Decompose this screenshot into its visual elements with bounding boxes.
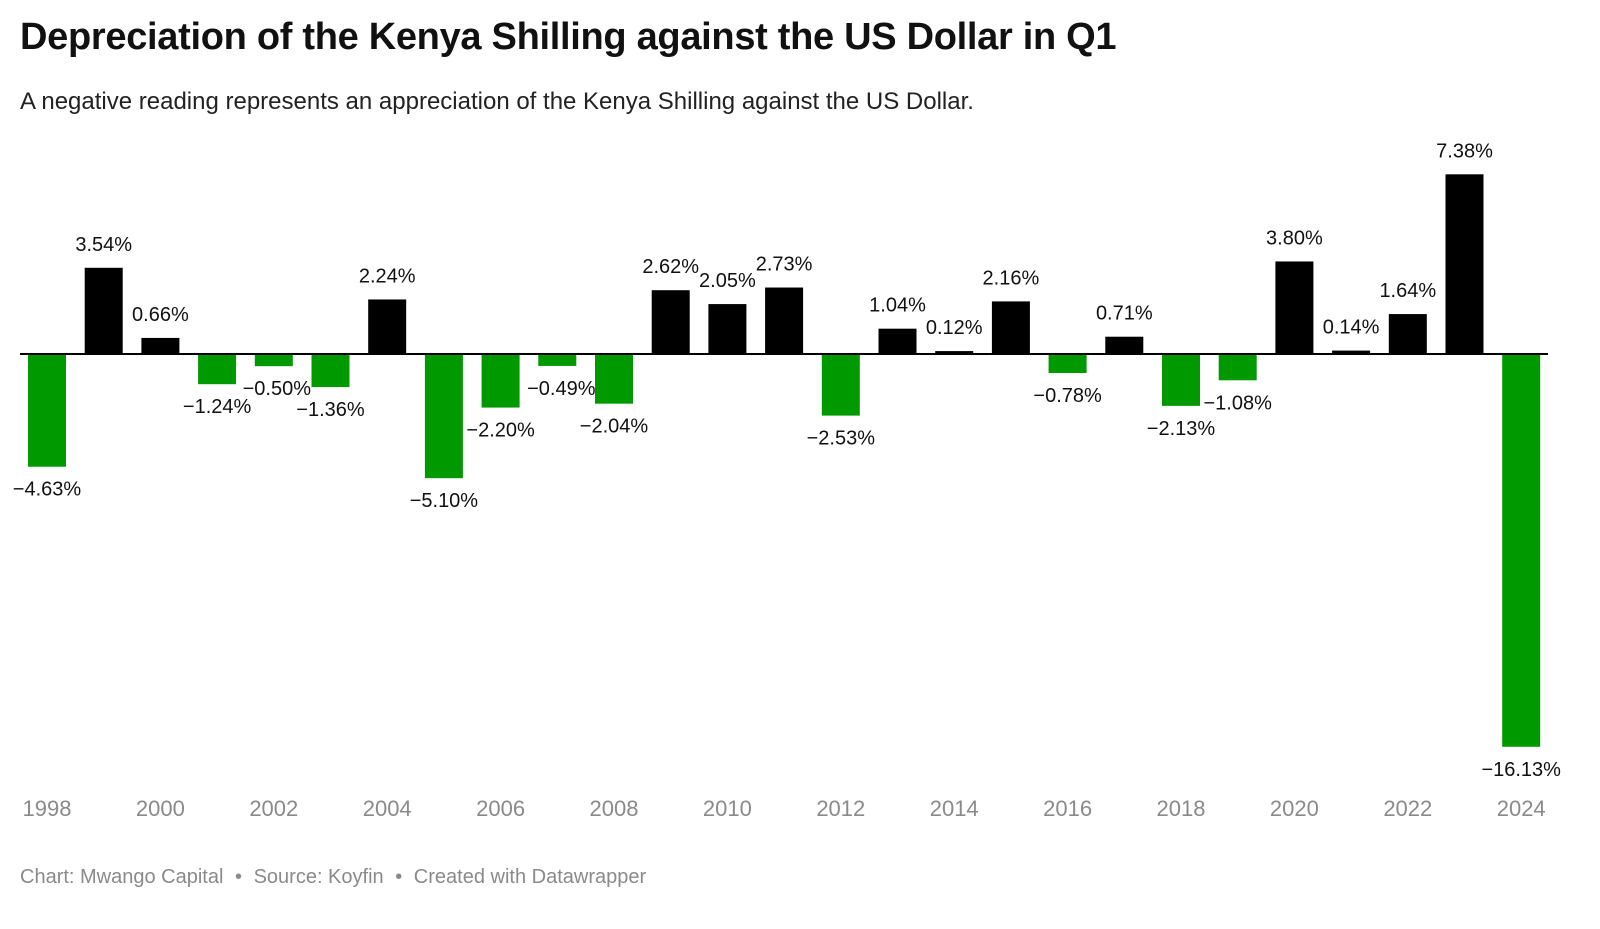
data-label-2015: 2.16%: [983, 267, 1040, 289]
bar-2016: [1048, 354, 1087, 373]
bar-2011: [765, 287, 804, 354]
x-tick-label-2014: 2014: [930, 796, 979, 821]
bar-2021: [1332, 350, 1371, 354]
x-axis-ticks: 1998 2000 2002 2004 2006 2008 2010 2012 2014 2016…: [23, 796, 1546, 821]
source-credit: Source: Koyfin: [253, 866, 384, 888]
chart-title: Depreciation of the Kenya Shilling again…: [20, 16, 1117, 58]
x-tick-label-1998: 1998: [23, 796, 72, 821]
bar-2020: [1275, 261, 1314, 354]
data-label-2013: 1.04%: [869, 295, 926, 317]
data-label-2020: 3.80%: [1266, 227, 1323, 249]
data-label-2000: 0.66%: [132, 304, 189, 326]
x-tick-label-2008: 2008: [590, 796, 639, 821]
data-label-2002: −0.50%: [243, 378, 312, 400]
x-tick-label-2024: 2024: [1497, 796, 1546, 821]
data-label-2017: 0.71%: [1096, 303, 1153, 325]
x-tick-label-2000: 2000: [136, 796, 185, 821]
data-label-2022: 1.64%: [1379, 280, 1436, 302]
bar-2010: [708, 304, 747, 354]
data-label-2021: 0.14%: [1323, 317, 1380, 339]
footer-separator: •: [395, 866, 403, 888]
x-tick-label-2016: 2016: [1043, 796, 1092, 821]
bar-2014: [935, 351, 974, 354]
created-with-credit: Created with Datawrapper: [413, 866, 647, 888]
x-tick-label-2002: 2002: [249, 796, 298, 821]
bar-2003: [311, 354, 350, 388]
data-label-2001: −1.24%: [183, 396, 252, 418]
data-label-2016: −0.78%: [1033, 385, 1102, 407]
data-label-2018: −2.13%: [1147, 418, 1216, 440]
bar-2024: [1502, 354, 1541, 747]
data-label-2011: 2.73%: [756, 254, 813, 276]
footer-separator: •: [235, 866, 243, 888]
data-labels-group: −4.63% 3.54% 0.66% −1.24%−0.50%−1.36% 2.24% −…: [13, 140, 1561, 780]
bar-2008: [595, 354, 633, 404]
data-label-2009: 2.62%: [642, 256, 699, 278]
bar-2005: [424, 354, 463, 479]
data-label-2008: −2.04%: [580, 416, 649, 438]
x-tick-label-2012: 2012: [816, 796, 865, 821]
data-label-2023: 7.38%: [1436, 140, 1493, 162]
bar-2022: [1388, 314, 1427, 354]
data-label-2012: −2.53%: [807, 428, 876, 450]
bar-2023: [1445, 174, 1484, 354]
bar-2004: [368, 299, 407, 354]
bar-2015: [991, 301, 1030, 354]
data-label-1998: −4.63%: [13, 479, 82, 501]
x-tick-label-2004: 2004: [363, 796, 412, 821]
bar-2007: [538, 354, 577, 366]
bar-2002: [254, 354, 293, 367]
data-label-2005: −5.10%: [410, 490, 479, 512]
data-label-2006: −2.20%: [466, 420, 535, 442]
bar-1999: [84, 267, 123, 354]
bar-2018: [1162, 354, 1200, 406]
data-label-2014: 0.12%: [926, 317, 983, 339]
data-label-1999: 3.54%: [75, 234, 132, 256]
x-tick-label-2010: 2010: [703, 796, 752, 821]
data-label-2010: 2.05%: [699, 270, 756, 292]
bar-2000: [141, 337, 180, 354]
bar-1998: [28, 354, 66, 467]
data-label-2024: −16.13%: [1481, 759, 1561, 781]
data-label-2004: 2.24%: [359, 265, 416, 287]
data-label-2007: −0.49%: [527, 378, 596, 400]
bar-2009: [651, 290, 690, 354]
bar-2012: [821, 354, 860, 416]
chart-footer: Chart: Mwango Capital • Source: Koyfin •…: [20, 866, 646, 889]
x-tick-label-2020: 2020: [1270, 796, 1319, 821]
bar-2019: [1218, 354, 1257, 381]
x-tick-label-2018: 2018: [1157, 796, 1206, 821]
x-tick-label-2022: 2022: [1383, 796, 1432, 821]
bar-2006: [481, 354, 520, 408]
chart-subtitle: A negative reading represents an appreci…: [20, 88, 974, 115]
data-label-2019: −1.08%: [1204, 392, 1273, 414]
bars-group: [28, 174, 1541, 747]
chart-credit: Chart: Mwango Capital: [20, 866, 224, 888]
bar-2013: [878, 328, 917, 354]
data-label-2003: −1.36%: [296, 399, 365, 421]
bar-2017: [1105, 336, 1144, 354]
bar-2001: [198, 354, 237, 385]
x-tick-label-2006: 2006: [476, 796, 525, 821]
